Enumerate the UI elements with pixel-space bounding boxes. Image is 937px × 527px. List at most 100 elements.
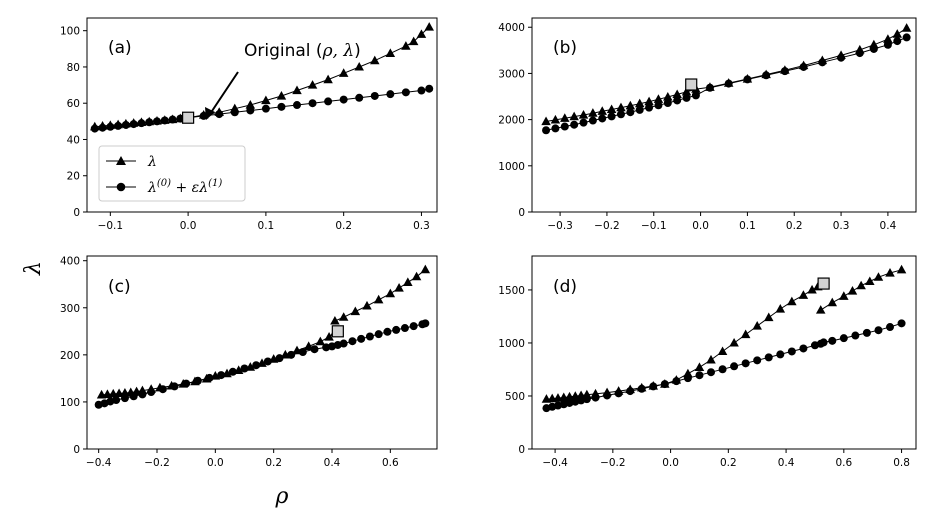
panel-label: (a) (108, 38, 132, 58)
data-point-circle (691, 91, 700, 100)
data-point-circle (121, 120, 130, 129)
x-tick-label: 0.0 (180, 220, 197, 232)
axes-frame (531, 17, 917, 213)
data-point-circle (246, 106, 255, 115)
y-tick-label: 400 (60, 256, 80, 268)
y-tick-label: 2000 (498, 115, 525, 127)
data-point-circle (158, 385, 167, 394)
data-point-circle (310, 345, 319, 354)
series-line (546, 286, 819, 400)
data-point-circle (551, 124, 560, 133)
data-point-circle (308, 99, 317, 108)
data-point-circle (370, 91, 379, 100)
data-point-triangle (411, 271, 422, 281)
y-tick-label: 1000 (498, 161, 525, 173)
data-point-triangle (740, 329, 751, 339)
panel-label: (c) (108, 277, 131, 297)
data-point-circle (718, 365, 727, 374)
series-approximation (94, 319, 430, 409)
x-axis-label: ρ (275, 484, 289, 509)
data-point-triangle (901, 23, 912, 32)
x-tick-label: −0.1 (98, 220, 124, 232)
y-tick-label: 0 (73, 444, 80, 456)
data-point-circle (764, 353, 773, 362)
series-line (545, 27, 907, 122)
original-point-square (817, 277, 830, 290)
data-point-triangle (729, 337, 739, 347)
y-tick-label: 0 (518, 444, 525, 456)
data-point-circle (743, 75, 752, 84)
data-point-circle (383, 327, 392, 336)
data-point-circle (240, 364, 249, 373)
data-point-circle (762, 71, 771, 80)
data-point-triangle (324, 331, 334, 341)
data-point-triangle (354, 61, 364, 71)
data-point-triangle (315, 336, 326, 346)
data-point-triangle (307, 80, 318, 89)
data-point-circle (886, 323, 895, 332)
axes-frame (86, 17, 438, 213)
data-point-circle (780, 67, 789, 76)
x-tick-label: 0.0 (207, 457, 224, 469)
data-point-circle (147, 388, 156, 397)
data-point-circle (682, 93, 691, 102)
data-point-circle (357, 334, 366, 343)
x-tick-label: 0.2 (335, 220, 352, 232)
x-tick-label: −0.4 (86, 457, 112, 469)
series-lambda (541, 264, 907, 403)
data-point-circle (776, 350, 785, 359)
data-point-circle (400, 324, 409, 333)
x-tick-label: 0.4 (880, 220, 897, 232)
data-point-circle (787, 347, 796, 356)
data-point-triangle (827, 297, 838, 307)
panel-b: −0.3 −0.2 −0.1 0.0 0.1 0.2 0.3 0.4 0 1000 2000 3000… (498, 17, 917, 232)
data-point-triangle (597, 106, 607, 115)
data-point-circle (293, 101, 301, 110)
data-point-triangle (408, 36, 419, 46)
data-point-circle (616, 110, 625, 119)
data-point-triangle (350, 306, 361, 316)
data-point-triangle (578, 110, 589, 119)
data-point-triangle (323, 74, 333, 84)
data-point-triangle (403, 277, 413, 286)
data-point-circle (663, 98, 672, 107)
data-point-triangle (385, 288, 396, 298)
x-tick-label: 0.3 (413, 220, 430, 232)
series-approximation (542, 319, 906, 413)
data-point-circle (819, 338, 828, 347)
data-point-circle (626, 387, 635, 396)
data-point-circle (114, 121, 123, 130)
data-point-circle (355, 93, 364, 102)
x-tick-label: 0.0 (692, 220, 709, 232)
data-point-triangle (373, 294, 384, 304)
annotation-text: Original (ρ, λ) (244, 41, 361, 61)
data-point-triangle (606, 104, 617, 114)
data-point-triangle (550, 114, 561, 124)
data-point-circle (637, 384, 646, 393)
data-point-triangle (717, 346, 728, 356)
data-point-triangle (653, 94, 664, 103)
data-point-circle (897, 319, 906, 328)
data-point-circle (339, 95, 348, 104)
data-point-circle (869, 44, 878, 53)
data-point-circle (837, 53, 846, 62)
data-point-circle (339, 339, 348, 348)
x-tick-label: −0.2 (594, 220, 620, 232)
series-approximation (90, 84, 434, 133)
y-tick-label: 40 (67, 134, 80, 146)
x-tick-label: 0.2 (265, 457, 282, 469)
data-point-circle (409, 322, 418, 331)
data-point-triangle (362, 300, 372, 310)
data-point-circle (348, 337, 357, 346)
y-tick-label: 0 (518, 207, 525, 219)
data-point-circle (205, 373, 214, 382)
data-point-circle (542, 126, 551, 135)
y-tick-label: 300 (60, 303, 80, 315)
series-approximation (542, 33, 911, 135)
data-point-triangle (245, 100, 256, 109)
data-point-circle (582, 395, 591, 404)
x-tick-label: 0.2 (720, 457, 737, 469)
data-point-triangle (681, 86, 692, 96)
data-point-circle (228, 367, 237, 376)
